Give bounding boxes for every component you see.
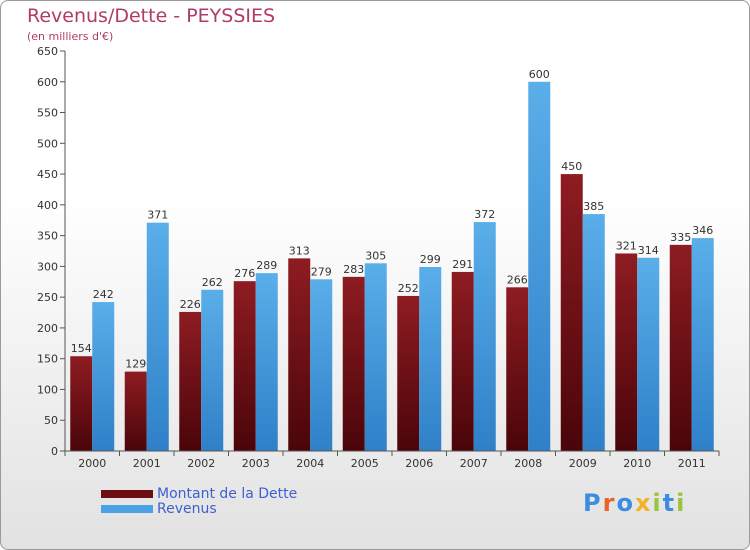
bar-revenus — [691, 238, 714, 451]
logo-letter: i — [676, 489, 687, 517]
bar-revenus — [528, 81, 551, 452]
y-tick-label: 500 — [37, 137, 58, 150]
x-tick-label: 2004 — [296, 457, 324, 470]
data-label-debt: 266 — [507, 273, 528, 286]
data-label-debt: 276 — [234, 267, 255, 280]
bar-revenus — [637, 257, 660, 451]
x-tick-label: 2009 — [569, 457, 597, 470]
y-tick-label: 100 — [37, 383, 58, 396]
bar-debt — [342, 276, 365, 451]
logo-letter: t — [662, 489, 677, 517]
logo-letter: x — [634, 489, 653, 517]
y-tick-label: 350 — [37, 230, 58, 243]
x-tick-label: 2011 — [678, 457, 706, 470]
bar-revenus — [419, 267, 442, 451]
x-tick-label: 2000 — [78, 457, 106, 470]
y-tick-label: 50 — [44, 414, 58, 427]
bar-debt — [288, 258, 311, 451]
chart-title: Revenus/Dette - PEYSSIES — [27, 5, 276, 27]
y-tick-label: 200 — [37, 322, 58, 335]
data-label-revenus: 262 — [202, 276, 223, 289]
x-tick-label: 2003 — [242, 457, 270, 470]
y-tick-label: 250 — [37, 291, 58, 304]
bar-revenus — [364, 263, 387, 451]
legend-label-debt: Montant de la Dette — [157, 486, 298, 502]
data-label-revenus: 299 — [420, 253, 441, 266]
data-label-revenus: 600 — [529, 68, 550, 81]
logo-letter: o — [616, 489, 635, 517]
data-label-debt: 129 — [125, 358, 146, 371]
bar-revenus — [146, 222, 169, 451]
bar-debt — [179, 311, 202, 451]
y-tick-label: 0 — [51, 445, 58, 458]
data-label-debt: 335 — [670, 231, 691, 244]
y-axis: 0 50 100 150 200 250 300 350 400 450 500 550 600 650 — [37, 45, 66, 458]
data-label-debt: 252 — [398, 282, 419, 295]
bar-debt — [669, 244, 692, 451]
data-label-revenus: 289 — [256, 259, 277, 272]
bar-debt — [397, 295, 420, 451]
bar-revenus — [92, 302, 115, 451]
x-tick-label: 2001 — [133, 457, 161, 470]
data-label-revenus: 371 — [147, 209, 168, 222]
logo-letter: r — [602, 489, 617, 517]
data-label-revenus: 385 — [583, 200, 604, 213]
bar-debt — [560, 174, 583, 452]
bar-revenus — [255, 273, 278, 451]
data-label-debt: 450 — [561, 160, 582, 173]
legend-swatch-debt — [101, 490, 153, 498]
bar-debt — [451, 271, 474, 451]
legend-swatch-revenus — [101, 505, 153, 513]
data-label-revenus: 372 — [474, 208, 495, 221]
bar-debt — [233, 281, 256, 451]
logo-letter: P — [583, 489, 603, 517]
x-tick-label: 2010 — [623, 457, 651, 470]
data-label-revenus: 279 — [311, 265, 332, 278]
data-label-debt: 283 — [343, 263, 364, 276]
data-label-debt: 154 — [71, 342, 92, 355]
legend-label-revenus: Revenus — [157, 501, 217, 517]
data-label-revenus: 305 — [365, 249, 386, 262]
x-tick-label: 2002 — [187, 457, 215, 470]
x-tick-label: 2006 — [405, 457, 433, 470]
y-tick-label: 400 — [37, 199, 58, 212]
y-tick-label: 300 — [37, 260, 58, 273]
data-label-debt: 321 — [616, 239, 637, 252]
bar-revenus — [473, 222, 496, 451]
y-tick-label: 600 — [37, 76, 58, 89]
data-label-debt: 291 — [452, 258, 473, 271]
data-label-revenus: 314 — [638, 244, 659, 257]
y-tick-label: 550 — [37, 107, 58, 120]
bar-revenus — [582, 214, 605, 451]
data-label-debt: 313 — [289, 244, 310, 257]
y-tick-label: 450 — [37, 168, 58, 181]
proxiti-logo: Proxiti — [583, 489, 686, 517]
y-tick-label: 650 — [37, 45, 58, 58]
bar-revenus — [201, 289, 224, 451]
data-label-revenus: 242 — [93, 288, 114, 301]
logo-letter: i — [652, 489, 663, 517]
bar-debt — [615, 253, 638, 451]
bar-revenus — [310, 279, 333, 451]
x-tick-label: 2005 — [351, 457, 379, 470]
chart-subtitle: (en milliers d'€) — [27, 30, 114, 43]
x-axis: 2000 2001 2002 2003 2004 2005 2006 2007 2008 2009… — [64, 450, 720, 470]
bar-debt — [70, 356, 93, 451]
x-tick-label: 2008 — [514, 457, 542, 470]
x-tick-label: 2007 — [460, 457, 488, 470]
bar-debt — [506, 287, 529, 451]
data-label-debt: 226 — [180, 298, 201, 311]
bar-debt — [124, 371, 147, 451]
data-label-revenus: 346 — [692, 224, 713, 237]
y-tick-label: 150 — [37, 353, 58, 366]
